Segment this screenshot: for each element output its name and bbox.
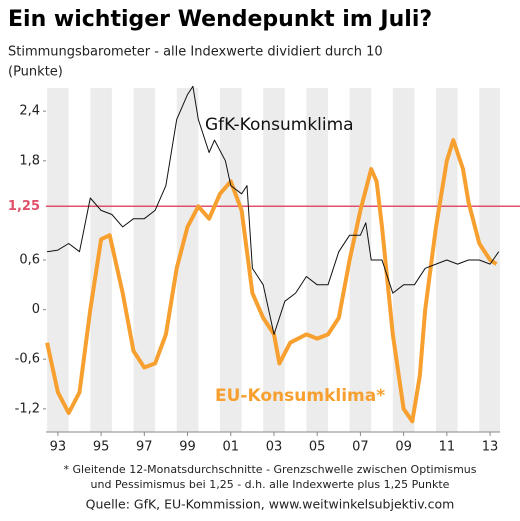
chart-title: Ein wichtiger Wendepunkt im Juli? xyxy=(8,7,432,32)
y-tick-label: 1,8 xyxy=(19,153,40,168)
year-band xyxy=(349,88,372,432)
x-tick-label: 01 xyxy=(222,440,239,455)
x-tick-label: 09 xyxy=(395,440,412,455)
x-tick-label: 95 xyxy=(93,440,110,455)
source: Quelle: GfK, EU-Kommission, www.weitwink… xyxy=(86,497,455,512)
year-band xyxy=(392,88,415,432)
y-tick-label: -0,6 xyxy=(15,352,40,367)
threshold-label: 1,25 xyxy=(8,199,40,214)
x-tick-label: 97 xyxy=(136,440,153,455)
y-tick-label: 2,4 xyxy=(19,104,40,119)
y-tick-label: 0,6 xyxy=(19,253,40,268)
x-tick-label: 93 xyxy=(50,440,67,455)
unit-label: (Punkte) xyxy=(8,65,63,80)
year-band xyxy=(90,88,112,432)
x-tick-label: 99 xyxy=(179,440,196,455)
y-tick-label: 0 xyxy=(32,302,40,317)
y-tick-label: -1,2 xyxy=(15,401,40,416)
series-label: EU-Konsumklima* xyxy=(215,386,385,406)
year-band xyxy=(219,88,242,432)
x-tick-label: 03 xyxy=(266,440,283,455)
x-tick-label: 05 xyxy=(309,440,326,455)
footnote: * Gleitende 12-Monatsdurchschnitte - Gre… xyxy=(64,463,477,476)
year-band xyxy=(47,88,69,432)
year-band xyxy=(176,88,199,432)
line-series xyxy=(45,138,498,424)
footnote: und Pessimismus bei 1,25 - d.h. alle Ind… xyxy=(91,478,450,491)
line-series xyxy=(47,85,500,335)
year-band xyxy=(133,88,156,432)
year-band xyxy=(263,88,285,432)
series-label: GfK-Konsumklima xyxy=(205,115,354,135)
year-band xyxy=(306,88,328,432)
x-tick-label: 13 xyxy=(482,440,499,455)
subtitle: Stimmungsbarometer - alle Indexwerte div… xyxy=(8,45,383,60)
x-tick-label: 07 xyxy=(352,440,369,455)
x-tick-label: 11 xyxy=(439,440,456,455)
